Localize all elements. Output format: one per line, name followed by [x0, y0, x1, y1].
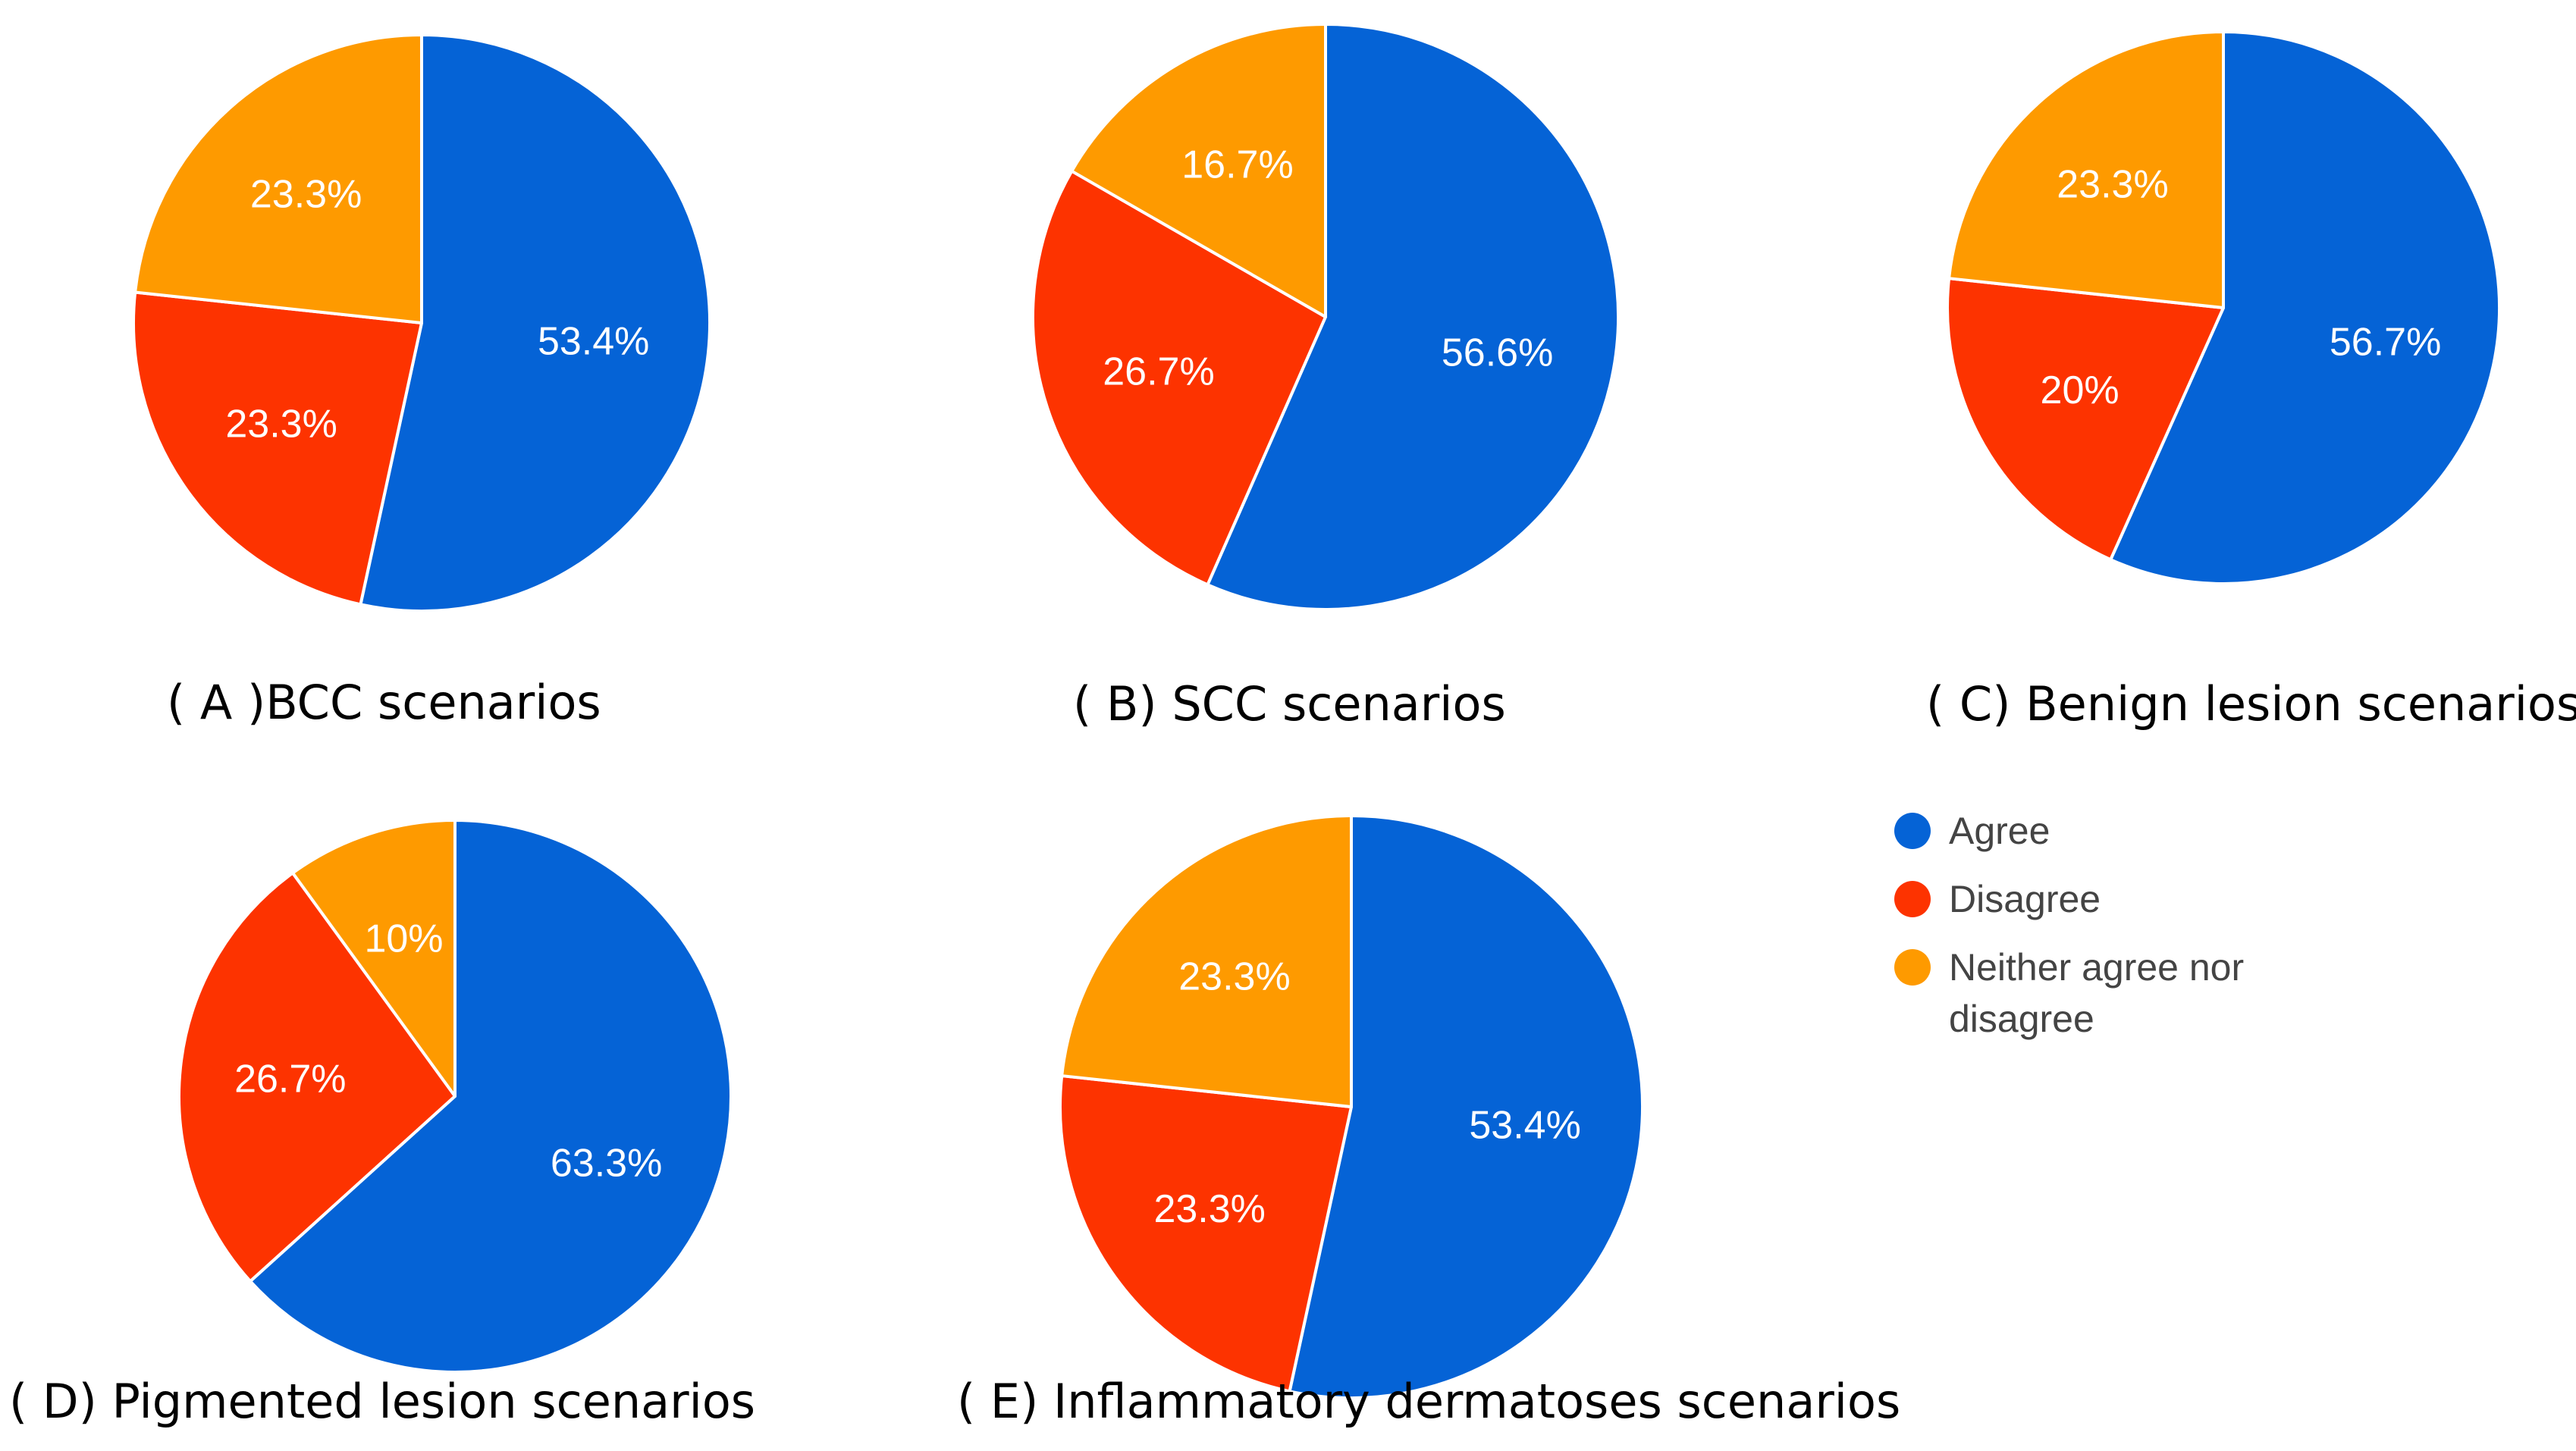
legend-label: disagree: [1949, 998, 2094, 1040]
slice-value-label: 26.7%: [234, 1057, 346, 1101]
pie-slice-neither-agree-nor-disagree: [1947, 30, 2225, 309]
slice-value-label: 23.3%: [1153, 1187, 1265, 1231]
pie-slice-disagree: [1946, 277, 2225, 562]
slice-value-label: 56.7%: [2330, 321, 2441, 365]
legend-item-disagree: Disagree: [1894, 878, 2101, 920]
pie-slice-disagree: [1031, 169, 1327, 587]
slice-value-label: 56.6%: [1442, 331, 1553, 375]
slice-value-label: 53.4%: [1469, 1104, 1580, 1148]
legend-item-agree: Agree: [1894, 810, 2050, 852]
pie-slice-neither-agree-nor-disagree: [1060, 814, 1353, 1108]
pie-slice-neither-agree-nor-disagree: [291, 819, 457, 1098]
chart-caption: ( D) Pigmented lesion scenarios: [9, 1374, 755, 1429]
pie-slice-agree: [2109, 30, 2501, 585]
pie-slice-agree: [359, 33, 712, 613]
legend-label: Agree: [1949, 810, 2050, 852]
pie-slice-agree: [1288, 814, 1645, 1399]
legend: Agree Disagree Neither agree nor disagree: [1894, 810, 2244, 1040]
slice-value-label: 23.3%: [225, 402, 337, 446]
chart-caption: ( B) SCC scenarios: [1073, 676, 1506, 732]
legend-label: Neither agree nor: [1949, 946, 2244, 989]
pie-slice-disagree: [177, 871, 457, 1283]
slice-value-label: 20%: [2041, 368, 2119, 412]
pie-slice-agree: [249, 819, 733, 1374]
pie-chart-3: 56.7% 20% 23.3% ( C) Benign lesion scenario…: [1926, 30, 2576, 732]
chart-caption: ( E) Inflammatory dermatoses scenarios: [957, 1374, 1900, 1429]
pie-slice-disagree: [1059, 1074, 1353, 1393]
slice-value-label: 26.7%: [1103, 349, 1214, 393]
legend-marker: [1894, 949, 1931, 986]
pie-slice-neither-agree-nor-disagree: [1070, 23, 1327, 318]
slice-value-label: 23.3%: [2057, 163, 2168, 207]
slice-value-label: 63.3%: [551, 1142, 662, 1186]
pie-chart-2: 56.6% 26.7% 16.7% ( B) SCC scenarios: [1031, 23, 1621, 732]
pie-chart-1: 53.4% 23.3% 23.3% ( A )BCC scenarios: [132, 33, 712, 730]
pie-slice-agree: [1206, 23, 1621, 611]
slice-value-label: 23.3%: [250, 172, 362, 216]
legend-item-neither-agree-nor-disagree: Neither agree nor disagree: [1894, 946, 2244, 1040]
legend-marker: [1894, 813, 1931, 849]
legend-label: Disagree: [1949, 878, 2101, 920]
slice-value-label: 16.7%: [1181, 143, 1293, 187]
pie-chart-5: 53.4% 23.3% 23.3% ( E) Inflammatory dermato…: [957, 814, 1900, 1429]
slice-value-label: 23.3%: [1178, 955, 1290, 999]
slice-value-label: 53.4%: [538, 319, 649, 363]
pie-chart-4: 63.3% 26.7% 10% ( D) Pigmented lesion scena…: [9, 819, 755, 1429]
chart-caption: ( A )BCC scenarios: [167, 675, 601, 730]
legend-marker: [1894, 881, 1931, 917]
slice-value-label: 10%: [364, 917, 443, 961]
pie-slice-neither-agree-nor-disagree: [133, 33, 423, 324]
chart-caption: ( C) Benign lesion scenarios: [1926, 676, 2576, 732]
pie-slice-disagree: [132, 290, 423, 606]
